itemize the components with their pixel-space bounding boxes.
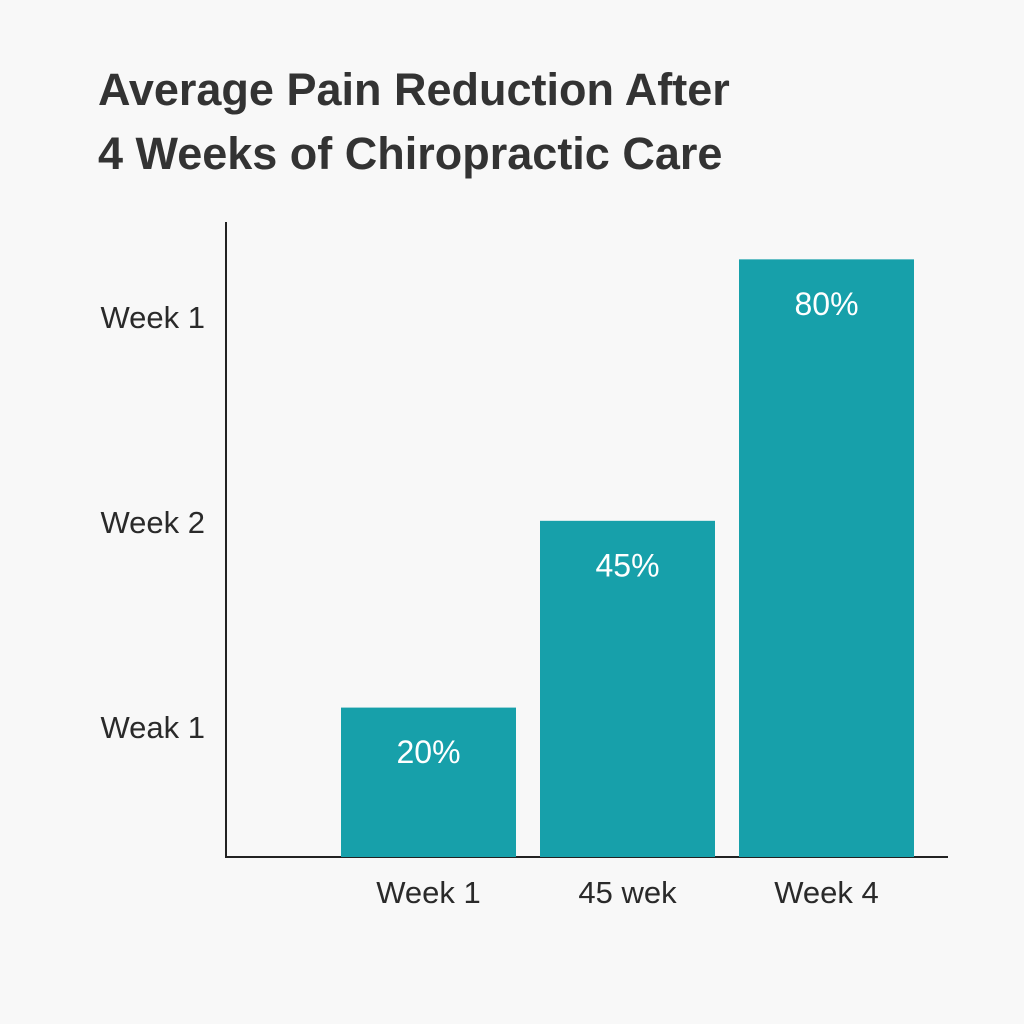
- x-tick-label: Week 1: [376, 875, 481, 910]
- value-label: 45%: [595, 547, 659, 583]
- chart-title: Average Pain Reduction After 4 Weeks of …: [98, 64, 730, 179]
- bar: [739, 259, 914, 858]
- x-tick-label: Week 4: [774, 875, 879, 910]
- bar: [341, 707, 516, 857]
- bar: [540, 520, 715, 857]
- y-axis-label: Weak 1: [100, 710, 205, 745]
- value-label: 20%: [396, 734, 460, 770]
- y-axis-label: Week 2: [100, 505, 205, 540]
- y-axis-label: Week 1: [100, 300, 205, 335]
- x-tick-label: 45 wek: [578, 875, 677, 910]
- value-label: 80%: [794, 286, 858, 322]
